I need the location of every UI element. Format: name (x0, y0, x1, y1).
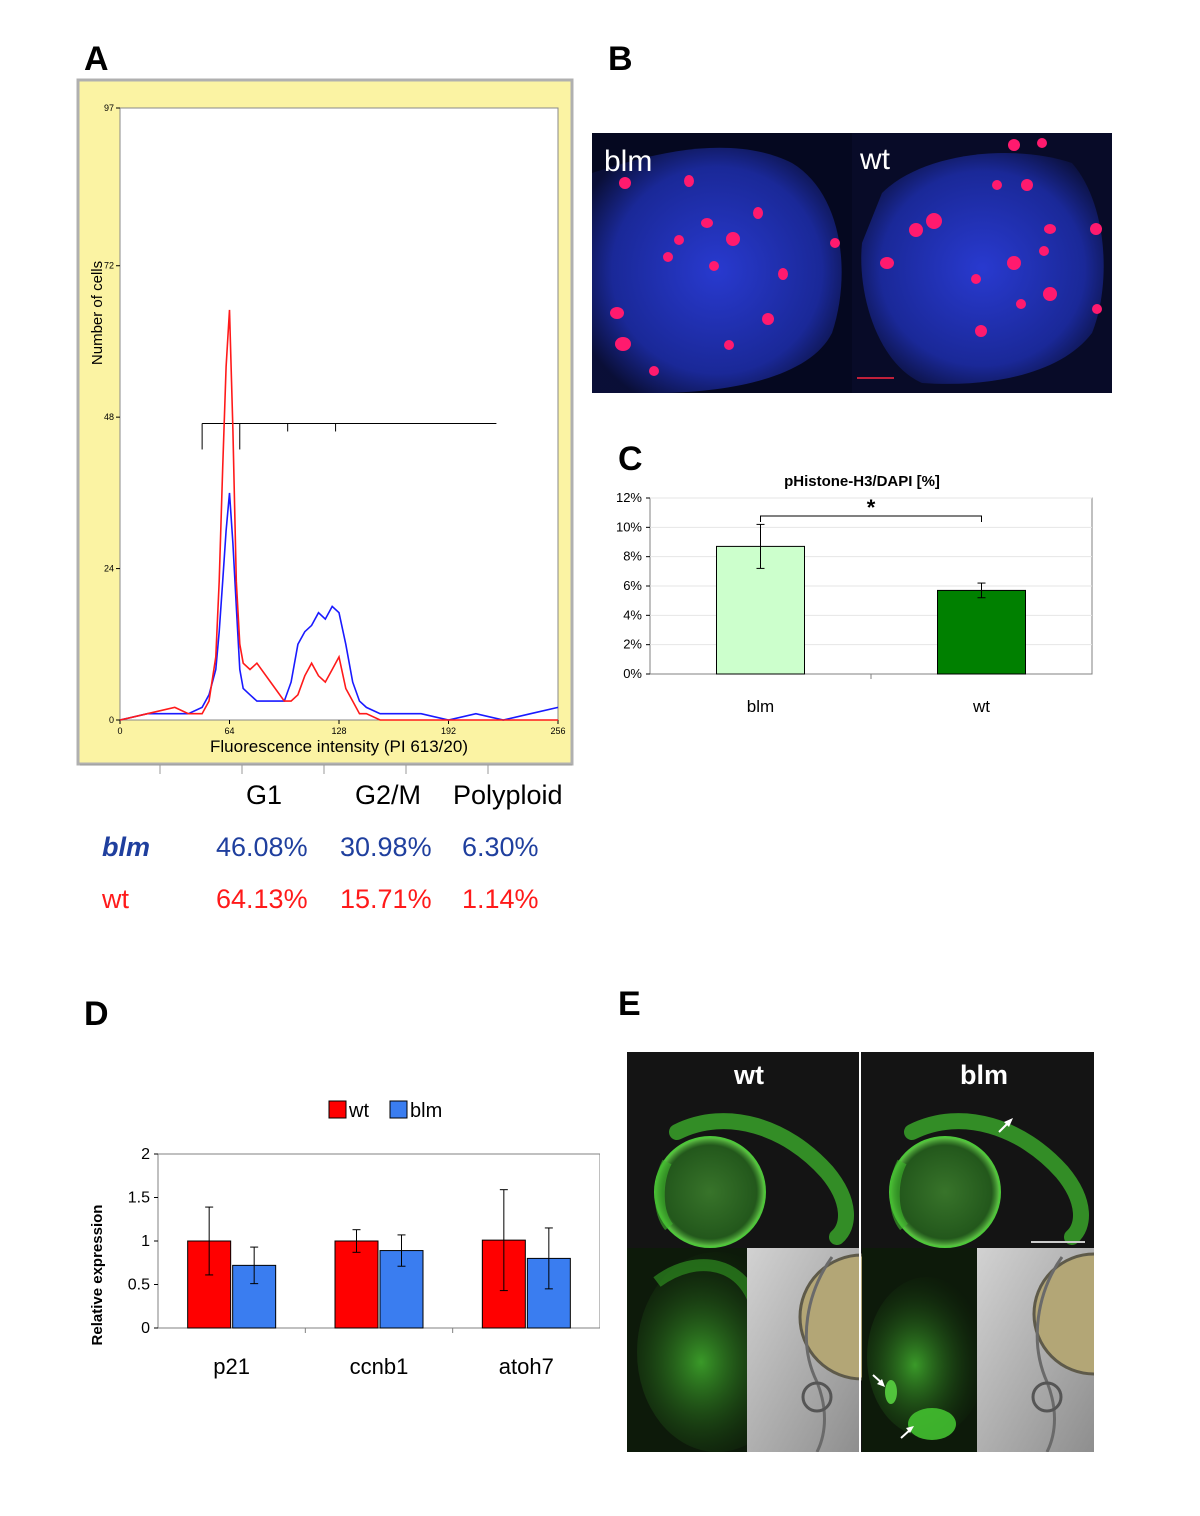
table-cell-blm-g1: 46.08% (216, 832, 308, 862)
legend-label-blm: blm (410, 1100, 442, 1122)
significance-bracket (760, 515, 982, 522)
expression-plot-area (157, 1153, 600, 1329)
phistone-y-tick-label: 6% (623, 578, 642, 593)
histogram-x-tick-label: 192 (441, 726, 456, 736)
histogram-y-tick-label: 24 (104, 564, 114, 574)
confocal-image-blm (592, 133, 852, 393)
arrowhead-icon (906, 1426, 914, 1433)
expression-y-tick-label: 0.5 (128, 1277, 150, 1294)
phistone-x-label-blm: blm (747, 697, 774, 716)
expression-bar-wt-ccnb1 (334, 1240, 379, 1329)
embryo-blm-whole (889, 1113, 1089, 1248)
histogram-x-tick-label: 64 (224, 726, 234, 736)
table-cell-wt-g1: 64.13% (216, 884, 308, 914)
table-header-g1: G1 (246, 780, 283, 810)
arrowhead-icon (877, 1379, 885, 1387)
expression-x-label-ccnb1: ccnb1 (350, 1354, 409, 1379)
expression-y-tick-label: 0 (141, 1320, 150, 1337)
histogram-y-tick-label: 0 (109, 715, 114, 725)
phistone-bar-wt (937, 589, 1026, 675)
embryo-fluorescence-images: wt blm (627, 1052, 1094, 1452)
embryo-label-blm: blm (960, 1060, 1008, 1090)
panel-e-letter: E (618, 985, 641, 1023)
table-row-label-wt: wt (102, 884, 129, 914)
phistone-y-tick-label: 4% (623, 607, 642, 622)
histogram-series-blm (119, 492, 559, 721)
histogram-y-tick-label: 72 (104, 261, 114, 271)
phistone-y-tick-label: 12% (616, 490, 642, 505)
table-cell-blm-polyploid: 6.30% (462, 832, 539, 862)
table-header-g2m: G2/M (355, 780, 422, 810)
table-cell-wt-polyploid: 1.14% (462, 884, 539, 914)
expression-x-label-atoh7: atoh7 (499, 1354, 554, 1379)
phistone-chart-title: pHistone-H3/DAPI [%] (784, 473, 940, 490)
relative-expression-bar-chart: wt blm Relative expression 0 0.5 1 1.5 2 p21 c… (89, 1100, 600, 1379)
phistone-bar-chart: pHistone-H3/DAPI [%] 0% 2% 4% 6% 8% 10% 12% blm… (616, 473, 1093, 716)
histogram-x-tick-label: 128 (331, 726, 346, 736)
embryo-label-wt: wt (733, 1060, 764, 1090)
phistone-y-tick-label: 8% (623, 549, 642, 564)
expression-y-tick-label: 1 (141, 1233, 150, 1250)
histogram-y-axis-label: Number of cells (89, 261, 106, 365)
legend-swatch-blm (389, 1100, 408, 1119)
legend-label-wt: wt (348, 1100, 369, 1122)
phistone-x-label-wt: wt (972, 697, 990, 716)
expression-legend: wt blm (328, 1100, 442, 1122)
table-header-polyploid: Polyploid (453, 780, 563, 810)
confocal-label-blm: blm (604, 145, 652, 178)
panel-a-letter: A (84, 40, 109, 78)
phistone-y-tick-label: 2% (623, 637, 642, 652)
histogram-y-tick-label: 48 (104, 412, 114, 422)
histogram-x-tick-label: 0 (117, 726, 122, 736)
table-cell-wt-g2m: 15.71% (340, 884, 432, 914)
significance-star: * (867, 495, 876, 520)
expression-y-axis-label: Relative expression (89, 1205, 106, 1346)
confocal-image-wt (852, 133, 1112, 393)
phistone-y-tick-label: 10% (616, 519, 642, 534)
dic-inset-blm (977, 1248, 1094, 1452)
legend-swatch-wt (328, 1100, 347, 1119)
panel-a-bottom-ticks (80, 764, 572, 774)
arrowhead-icon (1004, 1118, 1013, 1127)
table-cell-blm-g2m: 30.98% (340, 832, 432, 862)
histogram-plot-area (119, 107, 559, 721)
histogram-series-wt (119, 309, 558, 721)
histogram-x-tick-label: 256 (550, 726, 565, 736)
table-row-label-blm: blm (102, 832, 151, 862)
expression-y-tick-label: 2 (141, 1146, 150, 1163)
panel-b-letter: B (608, 40, 633, 78)
phistone-y-tick-label: 0% (623, 666, 642, 681)
expression-y-tick-label: 1.5 (128, 1190, 150, 1207)
histogram-x-axis-label: Fluorescence intensity (PI 613/20) (210, 737, 468, 756)
embryo-wt-whole (654, 1113, 854, 1248)
confocal-label-wt: wt (859, 143, 891, 176)
histogram-y-tick-label: 97 (104, 103, 114, 113)
expression-x-label-p21: p21 (213, 1354, 250, 1379)
confocal-images: blm wt (592, 133, 1112, 393)
flow-cytometry-histogram: 97 72 48 24 00 64 128 192 256 Number of cells Fl… (76, 78, 574, 766)
panel-c-letter: C (618, 440, 643, 478)
panel-d-letter: D (84, 995, 109, 1033)
